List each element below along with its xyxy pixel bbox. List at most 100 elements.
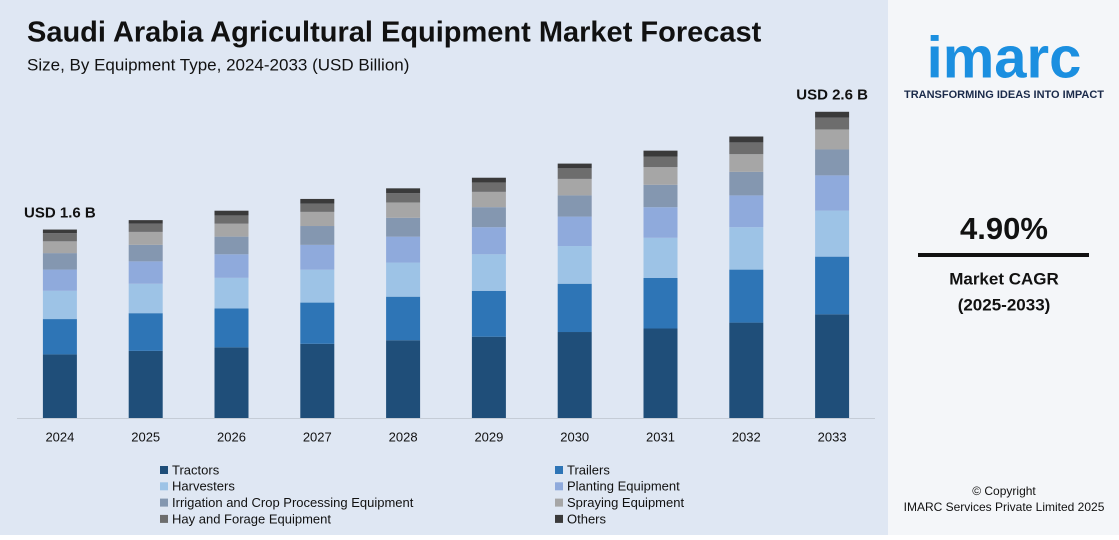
bar-segment bbox=[815, 111, 850, 118]
bar-segment bbox=[128, 313, 163, 351]
total-label: USD 2.6 B bbox=[796, 87, 868, 104]
bar-segment bbox=[386, 193, 421, 203]
bar-segment bbox=[42, 290, 77, 320]
bar-segment bbox=[42, 269, 77, 291]
x-tick-label: 2029 bbox=[474, 429, 503, 444]
chart-subtitle: Size, By Equipment Type, 2024-2033 (USD … bbox=[27, 55, 409, 74]
bar-segment bbox=[214, 236, 249, 255]
bar-segment bbox=[557, 163, 592, 169]
legend-swatch bbox=[555, 514, 563, 523]
bar-segment bbox=[214, 254, 249, 278]
bar-segment bbox=[300, 269, 335, 303]
cagr-value: 4.90% bbox=[960, 211, 1048, 246]
x-tick-label: 2024 bbox=[45, 429, 74, 444]
bar-segment bbox=[386, 296, 421, 341]
bar-segment bbox=[557, 195, 592, 217]
bar-segment bbox=[42, 233, 77, 242]
chart-title: Saudi Arabia Agricultural Equipment Mark… bbox=[27, 17, 762, 49]
bar-segment bbox=[471, 290, 506, 337]
legend-swatch bbox=[160, 482, 168, 491]
bar-segment bbox=[643, 277, 678, 329]
bar-segment bbox=[557, 216, 592, 247]
bar-segment bbox=[557, 332, 592, 418]
bar-segment bbox=[471, 182, 506, 192]
legend-label: Planting Equipment bbox=[567, 479, 680, 494]
legend-label: Trailers bbox=[567, 462, 610, 477]
bar-segment bbox=[815, 149, 850, 176]
bar-segment bbox=[128, 244, 163, 262]
bar-segment bbox=[42, 253, 77, 270]
cagr-rule bbox=[918, 253, 1089, 257]
bar-segment bbox=[42, 229, 77, 234]
bar-segment bbox=[386, 217, 421, 237]
sidebar-background bbox=[888, 0, 1119, 535]
x-tick-label: 2028 bbox=[389, 429, 418, 444]
bar-segment bbox=[643, 150, 678, 157]
x-tick-label: 2031 bbox=[646, 429, 675, 444]
bar-segment bbox=[815, 256, 850, 315]
bar-segment bbox=[386, 262, 421, 297]
x-tick-label: 2025 bbox=[131, 429, 160, 444]
tagline: TRANSFORMING IDEAS INTO IMPACT bbox=[904, 89, 1104, 101]
legend-swatch bbox=[555, 498, 563, 507]
bar-segment bbox=[300, 302, 335, 344]
x-tick-label: 2032 bbox=[732, 429, 761, 444]
bar-segment bbox=[729, 136, 764, 143]
bar-segment bbox=[214, 347, 249, 418]
bar-segment bbox=[729, 322, 764, 418]
cagr-period: (2025-2033) bbox=[958, 295, 1051, 314]
bar-segment bbox=[729, 269, 764, 323]
legend-label: Hay and Forage Equipment bbox=[172, 511, 331, 526]
legend-swatch bbox=[160, 514, 168, 523]
bar-segment bbox=[300, 198, 335, 204]
bar-segment bbox=[815, 129, 850, 150]
bar-segment bbox=[643, 207, 678, 238]
legend-label: Others bbox=[567, 511, 607, 526]
bar-segment bbox=[557, 283, 592, 333]
bar-segment bbox=[815, 314, 850, 418]
bar-segment bbox=[128, 261, 163, 284]
bar-segment bbox=[128, 220, 163, 224]
bar-segment bbox=[729, 195, 764, 228]
legend-swatch bbox=[160, 466, 168, 474]
bar-segment bbox=[471, 207, 506, 228]
bar-segment bbox=[729, 227, 764, 270]
bar-segment bbox=[42, 319, 77, 355]
logo: imarc bbox=[927, 25, 1082, 90]
bar-segment bbox=[128, 223, 163, 232]
x-tick-label: 2026 bbox=[217, 429, 246, 444]
legend-swatch bbox=[555, 466, 563, 474]
bar-segment bbox=[729, 171, 764, 196]
bar-segment bbox=[386, 236, 421, 263]
x-tick-label: 2027 bbox=[303, 429, 332, 444]
bar-segment bbox=[471, 191, 506, 208]
bar-segment bbox=[386, 340, 421, 418]
bar-segment bbox=[557, 178, 592, 196]
x-tick-label: 2033 bbox=[818, 429, 847, 444]
bar-segment bbox=[729, 142, 764, 155]
bar-segment bbox=[128, 283, 163, 314]
legend-swatch bbox=[555, 482, 563, 491]
bar-segment bbox=[471, 254, 506, 291]
bar-segment bbox=[42, 354, 77, 418]
legend-label: Tractors bbox=[172, 462, 220, 477]
plot: 2024 2025 2026 2027 2028 2029 2030 2031 2032 2033… bbox=[24, 87, 868, 527]
bar-segment bbox=[42, 241, 77, 254]
bar-segment bbox=[300, 203, 335, 212]
bar-segment bbox=[128, 231, 163, 245]
bar-segment bbox=[471, 227, 506, 255]
bar-segment bbox=[729, 154, 764, 172]
bar-segment bbox=[128, 350, 163, 418]
total-label: USD 1.6 B bbox=[24, 205, 96, 222]
bar-segment bbox=[557, 246, 592, 284]
bar-segment bbox=[557, 168, 592, 179]
cagr-label: Market CAGR bbox=[949, 269, 1059, 288]
bar-segment bbox=[386, 188, 421, 194]
company: IMARC Services Private Limited 2025 bbox=[904, 500, 1105, 514]
bar-segment bbox=[815, 117, 850, 130]
legend-label: Irrigation and Crop Processing Equipment bbox=[172, 495, 414, 510]
x-tick-label: 2030 bbox=[560, 429, 589, 444]
bar-segment bbox=[643, 328, 678, 418]
bar-segment bbox=[300, 211, 335, 227]
